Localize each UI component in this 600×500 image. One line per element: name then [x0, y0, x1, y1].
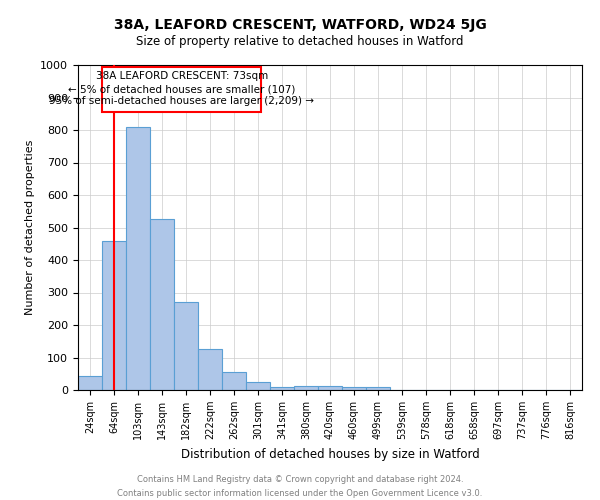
Text: 38A, LEAFORD CRESCENT, WATFORD, WD24 5JG: 38A, LEAFORD CRESCENT, WATFORD, WD24 5JG — [113, 18, 487, 32]
Bar — [246, 382, 270, 390]
Bar — [150, 220, 174, 390]
Y-axis label: Number of detached properties: Number of detached properties — [25, 140, 35, 315]
Bar — [366, 388, 390, 390]
Text: Contains HM Land Registry data © Crown copyright and database right 2024.
Contai: Contains HM Land Registry data © Crown c… — [118, 476, 482, 498]
Bar — [342, 388, 366, 390]
Bar — [78, 376, 102, 390]
Bar — [103, 66, 261, 112]
X-axis label: Distribution of detached houses by size in Watford: Distribution of detached houses by size … — [181, 448, 479, 460]
Bar — [294, 386, 318, 390]
Text: 95% of semi-detached houses are larger (2,209) →: 95% of semi-detached houses are larger (… — [49, 96, 314, 106]
Text: ← 5% of detached houses are smaller (107): ← 5% of detached houses are smaller (107… — [68, 84, 295, 94]
Text: 38A LEAFORD CRESCENT: 73sqm: 38A LEAFORD CRESCENT: 73sqm — [95, 70, 268, 81]
Bar — [318, 386, 342, 390]
Bar — [126, 126, 150, 390]
Bar — [270, 387, 294, 390]
Bar — [198, 350, 222, 390]
Text: Size of property relative to detached houses in Watford: Size of property relative to detached ho… — [136, 35, 464, 48]
Bar — [174, 302, 198, 390]
Bar — [102, 240, 126, 390]
Bar — [222, 372, 246, 390]
